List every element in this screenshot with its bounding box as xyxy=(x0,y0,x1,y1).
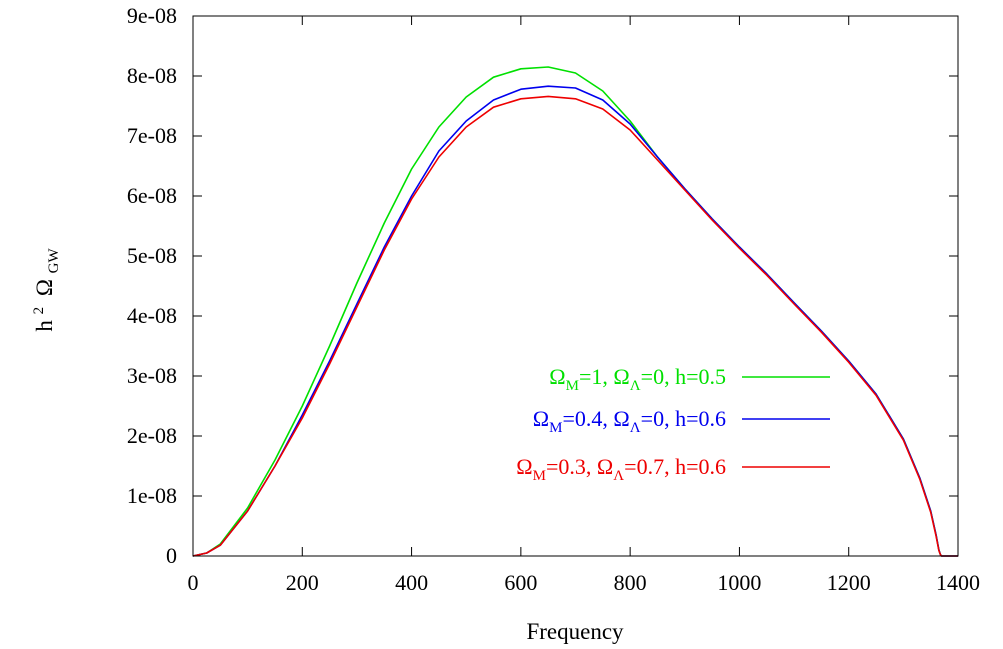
axis-ticks: 0 200 400 600 800 1000 1200 1400 0 1e-08 2e-08 3e-0… xyxy=(127,3,980,595)
legend-label-part: Ω xyxy=(613,406,629,431)
legend-label-part: Ω xyxy=(613,364,629,389)
x-tick-label: 600 xyxy=(504,570,537,595)
plot-frame xyxy=(192,15,959,557)
series-line-2 xyxy=(192,85,958,557)
y-axis-title-omega: Ω xyxy=(32,279,57,296)
x-axis-title: Frequency xyxy=(526,619,624,644)
legend-entry-1: ΩM=1, ΩΛ=0, h=0.5 xyxy=(549,364,830,394)
x-tick-label: 400 xyxy=(395,570,428,595)
legend-label-part: =0.4, xyxy=(563,406,614,431)
y-tick-label: 0 xyxy=(166,543,177,568)
legend-label: ΩM=0.4, ΩΛ=0, h=0.6 xyxy=(533,406,726,436)
y-tick-label: 5e-08 xyxy=(127,243,177,268)
legend-label-part: Ω xyxy=(549,364,565,389)
x-tick-label: 800 xyxy=(614,570,647,595)
series-line-1 xyxy=(192,66,958,557)
y-axis-title-sup: 2 xyxy=(31,307,47,315)
legend: ΩM=1, ΩΛ=0, h=0.5ΩM=0.4, ΩΛ=0, h=0.6ΩM=0… xyxy=(516,364,830,484)
y-tick-label: 4e-08 xyxy=(127,303,177,328)
x-tick-label: 1400 xyxy=(936,570,980,595)
x-tick-label: 0 xyxy=(188,570,199,595)
legend-entry-3: ΩM=0.3, ΩΛ=0.7, h=0.6 xyxy=(516,454,830,484)
legend-label-part: Λ xyxy=(630,420,641,436)
y-tick-label: 7e-08 xyxy=(127,123,177,148)
y-axis-title-h: h xyxy=(32,320,57,332)
legend-label-part: =0, h=0.5 xyxy=(641,364,726,389)
x-tick-label: 1200 xyxy=(827,570,871,595)
legend-label-part: M xyxy=(566,378,579,394)
legend-label-part: =0.7, h=0.6 xyxy=(624,454,726,479)
legend-label-part: =0, h=0.6 xyxy=(641,406,726,431)
legend-label-part: =0.3, xyxy=(546,454,597,479)
y-tick-label: 1e-08 xyxy=(127,483,177,508)
legend-label-part: Λ xyxy=(613,468,624,484)
y-tick-label: 3e-08 xyxy=(127,363,177,388)
x-tick-label: 1000 xyxy=(717,570,761,595)
legend-entry-2: ΩM=0.4, ΩΛ=0, h=0.6 xyxy=(533,406,830,436)
legend-label: ΩM=0.3, ΩΛ=0.7, h=0.6 xyxy=(516,454,726,484)
plot-lines xyxy=(192,66,958,557)
legend-label-part: Ω xyxy=(533,406,549,431)
legend-label: ΩM=1, ΩΛ=0, h=0.5 xyxy=(549,364,726,394)
legend-label-part: =1, xyxy=(579,364,613,389)
legend-label-part: Ω xyxy=(597,454,613,479)
legend-label-part: M xyxy=(549,420,562,436)
y-axis-title-sub: GW xyxy=(46,247,62,273)
y-axis-title: h 2 Ω GW xyxy=(23,247,62,331)
legend-label-part: Λ xyxy=(630,378,641,394)
y-tick-label: 8e-08 xyxy=(127,63,177,88)
series-line-3 xyxy=(192,95,958,557)
y-tick-label: 2e-08 xyxy=(127,423,177,448)
x-tick-label: 200 xyxy=(286,570,319,595)
legend-label-part: M xyxy=(533,468,546,484)
legend-label-part: Ω xyxy=(516,454,532,479)
y-tick-label: 6e-08 xyxy=(127,183,177,208)
y-tick-label: 9e-08 xyxy=(127,3,177,28)
